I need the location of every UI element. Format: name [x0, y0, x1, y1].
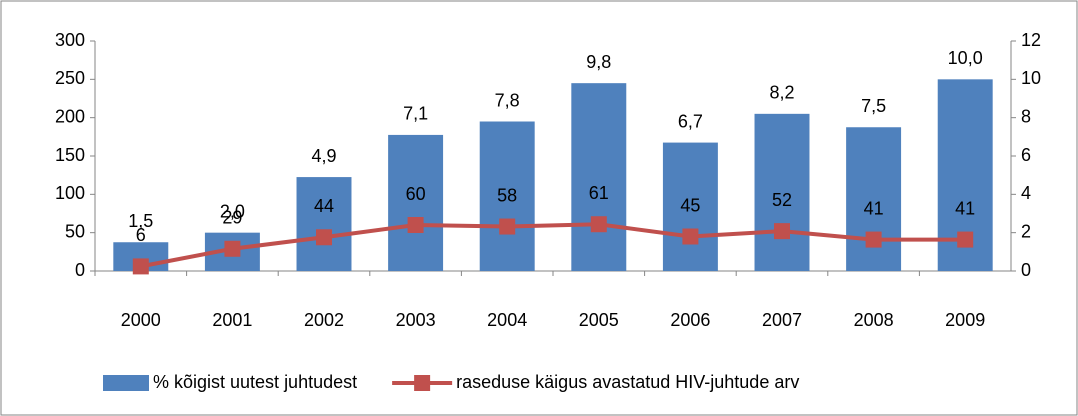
line-value-label: 6 — [136, 225, 146, 245]
legend-label: % kõigist uutest juhtudest — [153, 372, 357, 392]
line-marker — [774, 223, 790, 240]
bar-value-label: 7,5 — [861, 96, 886, 116]
y2-tick-label: 8 — [1021, 106, 1031, 126]
y-tick-label: 0 — [75, 260, 85, 280]
y2-tick-label: 0 — [1021, 260, 1031, 280]
y-tick-label: 100 — [55, 183, 85, 203]
line-value-label: 29 — [222, 208, 242, 228]
line-value-label: 60 — [406, 184, 426, 204]
bar-value-label: 7,1 — [403, 104, 428, 124]
line-value-label: 45 — [680, 195, 700, 215]
y-tick-label: 300 — [55, 30, 85, 50]
line-marker — [590, 216, 607, 233]
legend-swatch — [414, 375, 431, 391]
bar-value-label: 8,2 — [769, 83, 794, 103]
x-tick-label: 2001 — [212, 310, 252, 330]
bar-value-label: 7,8 — [495, 90, 520, 110]
line-marker — [407, 217, 424, 233]
bar — [754, 113, 810, 271]
x-tick-label: 2007 — [762, 310, 802, 330]
x-tick-label: 2006 — [670, 310, 710, 330]
line — [140, 222, 966, 269]
x-tick-label: 2004 — [487, 310, 527, 330]
legend-swatch — [103, 375, 149, 391]
line-value-label: 58 — [497, 185, 517, 205]
line-marker — [316, 229, 332, 246]
y2-tick-label: 10 — [1021, 68, 1041, 88]
y2-tick-label: 4 — [1021, 183, 1031, 203]
line-value-label: 61 — [589, 183, 609, 203]
line-marker — [957, 231, 974, 248]
y-tick-label: 200 — [55, 106, 85, 126]
bar — [479, 121, 535, 271]
line-value-label: 52 — [772, 190, 792, 210]
y-tick-label: 50 — [65, 221, 85, 241]
y2-tick-label: 6 — [1021, 145, 1031, 165]
x-tick-label: 2008 — [854, 310, 894, 330]
x-tick-label: 2002 — [304, 310, 344, 330]
bar-value-label: 10,0 — [948, 48, 983, 68]
bar-value-label: 1,5 — [128, 211, 153, 231]
bar — [388, 134, 444, 271]
line-marker — [132, 258, 149, 275]
line-marker — [224, 240, 241, 257]
line-marker — [499, 218, 516, 235]
bar — [662, 142, 718, 271]
line-value-label: 44 — [314, 196, 334, 216]
x-tick-label: 2005 — [579, 310, 619, 330]
line-marker — [865, 231, 882, 248]
y-tick-label: 150 — [55, 145, 85, 165]
line-marker — [682, 228, 699, 245]
x-tick-label: 2009 — [945, 310, 985, 330]
y-tick-label: 250 — [55, 68, 85, 88]
bar-value-label: 9,8 — [586, 52, 611, 72]
line-value-label: 41 — [955, 198, 975, 218]
line-value-label: 41 — [864, 198, 884, 218]
legend-label: raseduse käigus avastatud HIV-juhtude ar… — [456, 372, 799, 392]
x-tick-label: 2000 — [121, 310, 161, 330]
x-tick-label: 2003 — [396, 310, 436, 330]
bar — [296, 177, 352, 271]
y2-tick-label: 12 — [1021, 30, 1041, 50]
y2-tick-label: 2 — [1021, 221, 1031, 241]
bar-value-label: 4,9 — [311, 146, 336, 166]
bar — [571, 83, 627, 272]
bar-value-label: 2,0 — [220, 201, 245, 221]
bar-value-label: 6,7 — [678, 111, 703, 131]
